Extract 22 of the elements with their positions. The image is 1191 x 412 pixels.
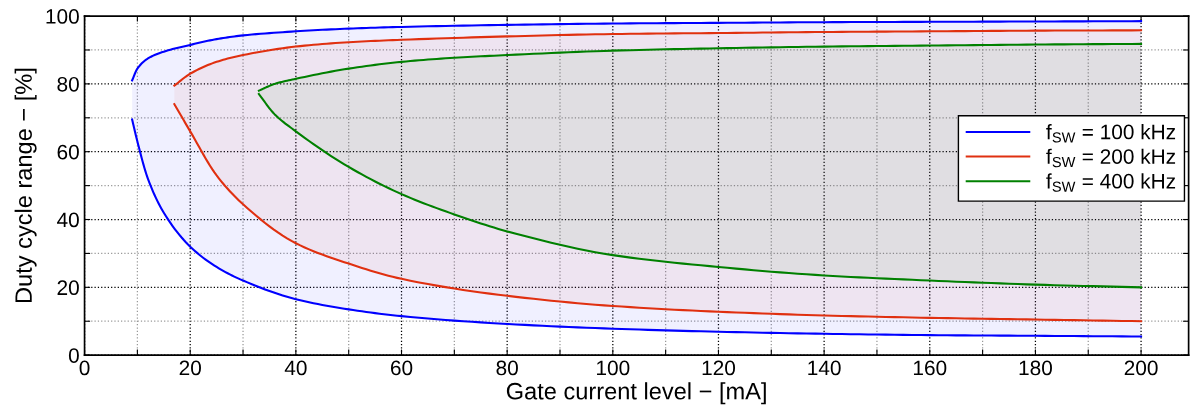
x-tick-label: 20 xyxy=(179,360,201,376)
x-tick-label: 40 xyxy=(284,360,307,376)
y-axis-title: Duty cycle range − [%] xyxy=(14,68,37,303)
x-tick-label: 200 xyxy=(1124,360,1158,376)
x-axis-title: Gate current level − [mA] xyxy=(506,382,766,405)
y-tick-label: 0 xyxy=(68,348,79,363)
x-tick-label: 140 xyxy=(808,360,841,376)
legend-label: f$_{SW}$ = 100 kHz xyxy=(1046,124,1176,143)
x-tick-label: 60 xyxy=(390,360,413,376)
x-tick-label: 180 xyxy=(1019,360,1052,376)
x-tick-label: 160 xyxy=(913,360,947,376)
y-tick-label: 60 xyxy=(57,144,79,160)
y-tick-label: 80 xyxy=(57,76,79,92)
y-tick-label: 100 xyxy=(46,9,79,24)
x-tick-label: 100 xyxy=(597,360,630,376)
y-tick-label: 20 xyxy=(57,280,79,296)
legend-label: f$_{SW}$ = 400 kHz xyxy=(1046,173,1176,192)
y-tick-label: 40 xyxy=(57,212,79,228)
x-tick-label: 80 xyxy=(496,360,518,376)
x-tick-label: 0 xyxy=(79,360,90,376)
x-tick-label: 120 xyxy=(702,360,736,376)
legend-label: f$_{SW}$ = 200 kHz xyxy=(1046,148,1176,168)
